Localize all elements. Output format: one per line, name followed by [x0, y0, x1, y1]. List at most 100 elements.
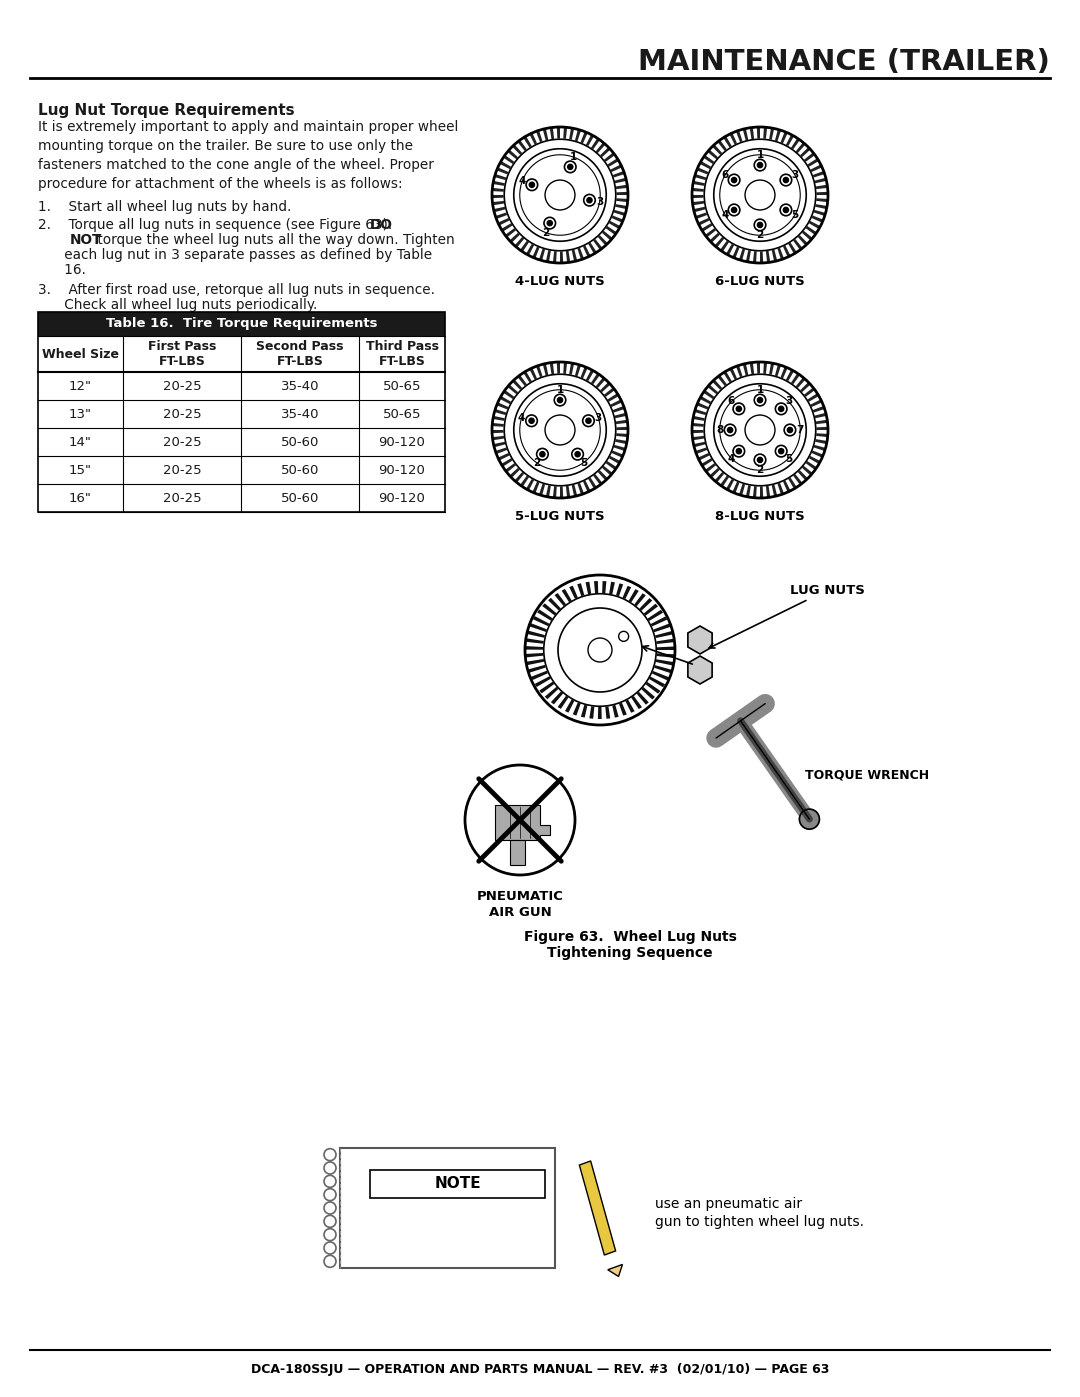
Polygon shape — [598, 701, 602, 719]
Polygon shape — [495, 409, 507, 415]
Polygon shape — [580, 131, 588, 144]
Polygon shape — [801, 231, 812, 240]
Polygon shape — [590, 701, 595, 718]
Polygon shape — [521, 240, 529, 251]
Polygon shape — [780, 131, 787, 144]
Text: DO: DO — [370, 218, 393, 232]
Polygon shape — [732, 246, 740, 258]
Polygon shape — [769, 363, 774, 376]
Polygon shape — [694, 175, 707, 180]
Polygon shape — [608, 581, 615, 599]
Polygon shape — [566, 250, 570, 263]
Text: 3.    After first road use, retorque all lug nuts in sequence.: 3. After first road use, retorque all lu… — [38, 284, 435, 298]
Polygon shape — [510, 468, 521, 478]
Circle shape — [757, 222, 762, 228]
Circle shape — [516, 387, 604, 474]
Circle shape — [737, 407, 742, 412]
Circle shape — [745, 415, 775, 446]
Polygon shape — [760, 250, 764, 263]
Text: 1: 1 — [756, 384, 764, 395]
Polygon shape — [514, 236, 525, 247]
Polygon shape — [616, 198, 627, 203]
Text: Figure 63.  Wheel Lug Nuts: Figure 63. Wheel Lug Nuts — [524, 930, 737, 944]
Polygon shape — [607, 158, 619, 168]
Bar — [38, 483, 445, 511]
Polygon shape — [804, 152, 815, 162]
Polygon shape — [577, 482, 584, 495]
Polygon shape — [791, 138, 800, 149]
Polygon shape — [536, 130, 543, 142]
Polygon shape — [692, 196, 704, 198]
Polygon shape — [529, 367, 538, 380]
Circle shape — [540, 451, 545, 457]
Polygon shape — [626, 590, 638, 606]
Polygon shape — [571, 483, 577, 496]
Polygon shape — [688, 657, 712, 685]
Polygon shape — [498, 453, 510, 461]
Polygon shape — [517, 140, 527, 151]
Polygon shape — [495, 175, 507, 180]
Polygon shape — [531, 671, 550, 680]
Polygon shape — [801, 465, 812, 475]
Polygon shape — [760, 486, 764, 497]
Text: LUG NUTS: LUG NUTS — [710, 584, 865, 648]
Text: 2.    Torque all lug nuts in sequence (see Figure 63).: 2. Torque all lug nuts in sequence (see … — [38, 218, 401, 232]
Polygon shape — [701, 224, 713, 232]
Text: NOT: NOT — [70, 233, 103, 247]
Polygon shape — [795, 142, 806, 154]
Polygon shape — [649, 616, 667, 627]
Text: each lug nut in 3 separate passes as defined by Table: each lug nut in 3 separate passes as def… — [38, 249, 432, 263]
Circle shape — [704, 374, 815, 486]
Polygon shape — [492, 430, 504, 433]
Bar — [38, 312, 445, 337]
Polygon shape — [693, 180, 705, 186]
Polygon shape — [494, 207, 507, 212]
Polygon shape — [602, 231, 612, 240]
Polygon shape — [514, 471, 525, 482]
Polygon shape — [497, 402, 509, 409]
Polygon shape — [501, 458, 513, 467]
Polygon shape — [543, 129, 549, 141]
Polygon shape — [553, 485, 557, 497]
Polygon shape — [536, 366, 543, 377]
Circle shape — [619, 631, 629, 641]
Polygon shape — [657, 647, 675, 650]
Polygon shape — [492, 436, 504, 440]
Text: Second Pass
FT-LBS: Second Pass FT-LBS — [256, 339, 343, 367]
Polygon shape — [563, 362, 567, 374]
Text: 3: 3 — [785, 397, 792, 407]
Text: NOTE: NOTE — [434, 1176, 481, 1192]
Polygon shape — [698, 218, 711, 225]
Polygon shape — [732, 481, 740, 493]
Circle shape — [558, 608, 642, 692]
Polygon shape — [814, 204, 827, 210]
Polygon shape — [797, 235, 808, 246]
Polygon shape — [698, 453, 711, 461]
Polygon shape — [591, 138, 600, 149]
Text: 6: 6 — [728, 397, 735, 407]
Text: 1: 1 — [570, 152, 578, 162]
Circle shape — [492, 362, 627, 497]
Text: 15": 15" — [69, 464, 92, 476]
Polygon shape — [693, 441, 706, 447]
Polygon shape — [532, 616, 551, 627]
Polygon shape — [743, 129, 748, 141]
Text: 50-60: 50-60 — [281, 464, 320, 476]
Circle shape — [704, 140, 815, 250]
Polygon shape — [778, 482, 784, 495]
Polygon shape — [694, 409, 707, 415]
Text: 20-25: 20-25 — [163, 436, 201, 448]
Polygon shape — [569, 129, 575, 141]
Polygon shape — [525, 645, 544, 650]
Polygon shape — [593, 239, 603, 250]
Circle shape — [324, 1256, 336, 1267]
Polygon shape — [526, 638, 544, 644]
Polygon shape — [613, 210, 625, 217]
Polygon shape — [611, 700, 619, 718]
Circle shape — [757, 457, 762, 462]
Polygon shape — [746, 250, 751, 263]
Polygon shape — [526, 243, 535, 256]
Circle shape — [514, 148, 606, 242]
Polygon shape — [815, 419, 827, 425]
Circle shape — [728, 427, 732, 433]
